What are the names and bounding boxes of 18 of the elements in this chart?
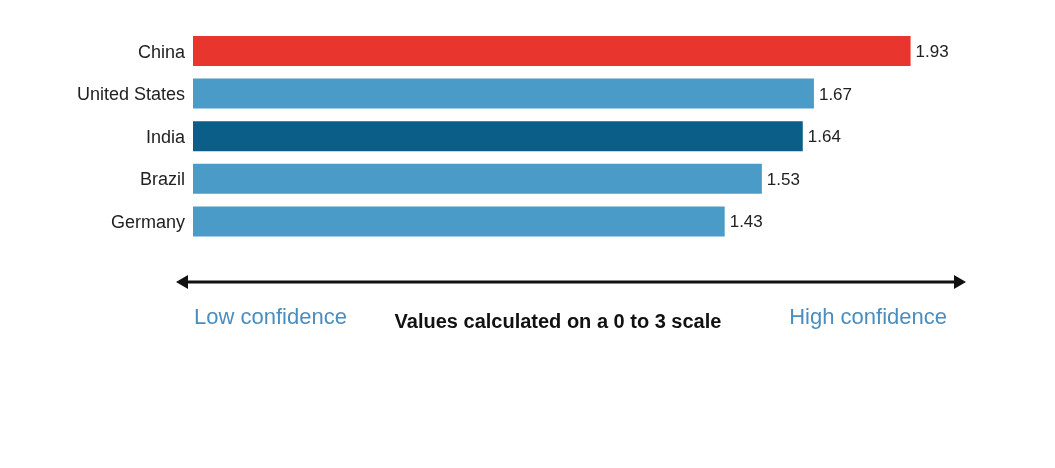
bar [193,36,911,66]
y-tick-label: United States [76,84,185,105]
bar [193,121,803,152]
y-tick-label: India [145,126,186,147]
bar [193,206,725,237]
data-label: 1.53 [766,169,800,189]
bar [193,78,814,109]
y-tick-label: China [137,41,186,62]
data-label: 1.93 [915,42,949,62]
data-label: 1.64 [807,127,841,147]
bar [193,163,762,194]
y-tick-label: Brazil [139,169,185,190]
data-label: 1.67 [818,84,853,104]
data-label: 1.43 [729,212,763,232]
text: Low confidence [194,304,347,330]
text: High confidence [789,304,947,330]
x-axis-title: Values calculated on a 0 to 3 scale [393,310,723,333]
y-tick-label: Germany [110,212,185,233]
